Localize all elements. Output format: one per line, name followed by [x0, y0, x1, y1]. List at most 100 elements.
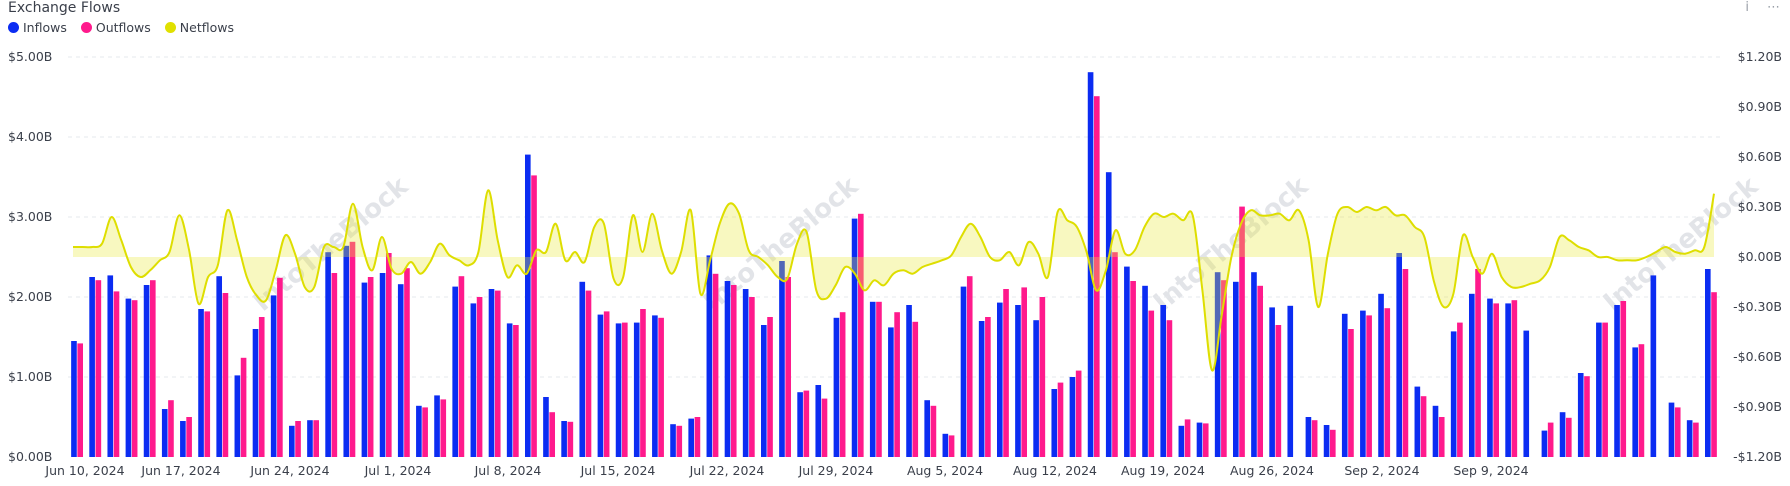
inflow-bar	[779, 261, 785, 457]
inflow-bar	[270, 295, 277, 457]
outflow-bar	[1166, 320, 1173, 457]
outflow-bar	[331, 273, 338, 457]
inflow-bar	[996, 302, 1003, 457]
inflow-bar	[597, 314, 604, 457]
inflow-bar	[1105, 172, 1112, 457]
outflow-bar	[803, 390, 810, 457]
inflow-bar	[71, 341, 77, 457]
inflow-bar	[797, 392, 803, 457]
inflow-bar	[1378, 293, 1384, 457]
x-tick-label: Jul 29, 2024	[798, 463, 874, 478]
outflow-bar	[1329, 429, 1336, 457]
outflow-bar	[1311, 420, 1318, 457]
inflow-bar	[869, 301, 876, 457]
inflow-bar	[1668, 402, 1675, 457]
inflow-bar	[615, 323, 622, 457]
netflows-area	[73, 190, 1714, 371]
info-icon[interactable]: i	[1745, 0, 1749, 15]
outflow-bar	[1148, 310, 1155, 457]
outflow-bar	[930, 405, 937, 457]
outflow-bar	[985, 317, 991, 457]
inflow-bar	[833, 317, 840, 457]
inflow-bar	[1632, 347, 1639, 457]
inflow-bar	[1305, 417, 1312, 457]
inflow-bar	[470, 303, 477, 457]
outflow-bar	[404, 268, 410, 457]
inflow-bar	[488, 289, 495, 457]
outflow-bar	[1565, 417, 1572, 457]
outflow-bar	[240, 357, 247, 457]
outflow-bar	[1275, 325, 1282, 457]
x-tick-label: Sep 2, 2024	[1344, 463, 1419, 478]
outflow-bar	[549, 412, 556, 457]
inflow-bar	[1178, 425, 1185, 457]
outflow-bar	[440, 399, 447, 457]
outflow-bar	[621, 322, 628, 457]
outflow-bar	[1475, 269, 1481, 457]
legend-label-inflows: Inflows	[23, 20, 67, 35]
outflow-bar	[567, 421, 574, 457]
legend-dot-netflows	[164, 22, 176, 33]
y-left-tick-label: $2.00B	[8, 289, 52, 304]
inflow-bar	[89, 277, 95, 457]
inflow-bar	[742, 289, 749, 457]
outflow-bar	[676, 425, 683, 457]
inflow-bar	[906, 305, 912, 457]
inflow-bar	[1505, 303, 1511, 457]
y-right-tick-label: $0.90B	[1738, 99, 1782, 114]
inflow-bar	[397, 284, 404, 457]
inflow-bar	[1087, 72, 1094, 457]
x-tick-label: Aug 5, 2024	[907, 463, 983, 478]
inflow-bar	[180, 421, 186, 457]
outflow-bar	[1402, 269, 1409, 457]
more-options-icon[interactable]: ⋯	[1767, 0, 1780, 15]
outflow-bar	[948, 435, 955, 457]
outflow-bar	[277, 277, 283, 457]
inflow-bar	[216, 276, 223, 457]
outflow-bar	[821, 398, 828, 457]
outflow-bar	[1366, 315, 1372, 457]
inflow-bar	[1596, 322, 1602, 457]
outflow-bar	[313, 420, 320, 457]
inflow-bar	[1287, 305, 1294, 457]
outflow-bar	[385, 253, 392, 457]
outflow-bar	[1202, 423, 1209, 457]
outflow-bar	[894, 312, 900, 457]
x-tick-label: Jul 15, 2024	[580, 463, 656, 478]
y-right-tick-label: -$0.60B	[1733, 349, 1782, 364]
outflow-bar	[1584, 376, 1590, 457]
outflow-bar	[95, 280, 102, 457]
inflow-bar	[1450, 331, 1457, 457]
inflow-bar	[706, 255, 713, 457]
outflow-bar	[476, 297, 483, 457]
inflow-bar	[561, 421, 567, 457]
inflow-bar	[1269, 307, 1275, 457]
inflow-bar	[1414, 386, 1421, 457]
inflow-bar	[234, 375, 241, 457]
x-tick-label: Aug 19, 2024	[1121, 463, 1205, 478]
outflow-bar	[349, 241, 356, 457]
inflow-bar	[1396, 253, 1403, 457]
inflow-bar	[670, 424, 676, 457]
outflow-bar	[876, 301, 882, 457]
inflow-bar	[1432, 405, 1439, 457]
x-tick-label: Jun 17, 2024	[140, 463, 220, 478]
inflow-bar	[815, 385, 822, 457]
inflow-bar	[1196, 422, 1203, 457]
y-left-tick-label: $5.00B	[8, 49, 52, 64]
inflow-bar	[1686, 420, 1693, 457]
y-right-tick-label: $0.30B	[1738, 199, 1782, 214]
legend-item-outflows[interactable]: Outflows	[80, 20, 151, 35]
outflow-bar	[113, 291, 120, 457]
outflow-bar	[1420, 396, 1427, 457]
inflow-bar	[325, 252, 331, 457]
inflow-bar	[343, 245, 350, 457]
legend-item-inflows[interactable]: Inflows	[8, 20, 67, 35]
outflow-bar	[367, 277, 374, 457]
outflow-bar	[1693, 422, 1699, 457]
inflow-bar	[1051, 389, 1058, 457]
legend-item-netflows[interactable]: Netflows	[164, 20, 234, 35]
inflow-bar	[1559, 412, 1566, 457]
inflow-bar	[924, 400, 931, 457]
